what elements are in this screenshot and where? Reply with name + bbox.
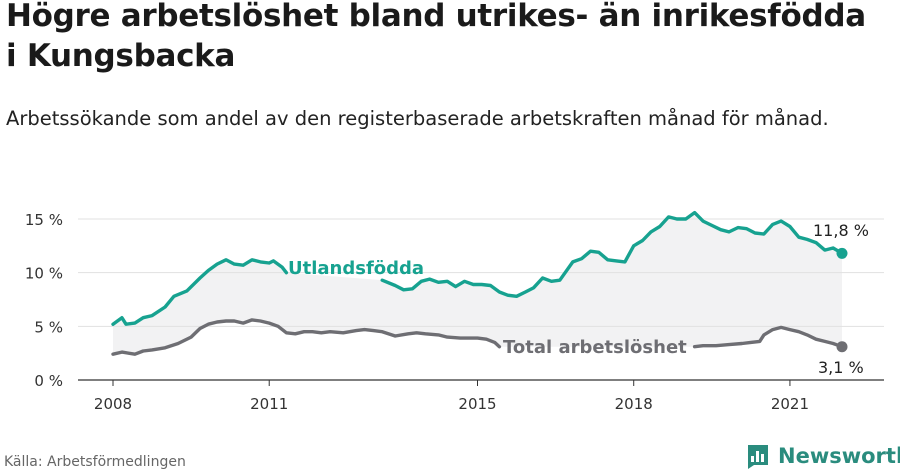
series-end-point-1 bbox=[836, 341, 848, 353]
chart-title: Högre arbetslöshet bland utrikes- än inr… bbox=[6, 0, 866, 74]
axes: 0 % 5 % 10 % 15 % 2008 2011 2015 2018 2021 bbox=[25, 211, 884, 413]
y-tick-label: 15 % bbox=[25, 211, 63, 229]
series-name-total: Total arbetslöshet bbox=[503, 337, 687, 358]
series-line-0 bbox=[380, 210, 844, 298]
x-tick-label: 2018 bbox=[615, 395, 653, 413]
gridlines bbox=[78, 218, 884, 327]
series-name-utlandsfodda: Utlandsfödda bbox=[288, 258, 424, 279]
brand-name: Newsworthy bbox=[778, 444, 900, 468]
shaded-band-layer bbox=[113, 212, 842, 355]
shaded-band bbox=[113, 212, 842, 355]
series-line-1 bbox=[111, 318, 502, 356]
y-tick-label: 0 % bbox=[34, 372, 63, 390]
series-lines bbox=[111, 210, 848, 356]
x-tick-label: 2008 bbox=[94, 395, 132, 413]
series-line-1 bbox=[692, 325, 844, 349]
x-tick-label: 2011 bbox=[250, 395, 288, 413]
y-tick-label: 10 % bbox=[25, 265, 63, 283]
end-value-label-total: 3,1 % bbox=[818, 358, 864, 377]
series-labels: Utlandsfödda Total arbetslöshet 11,8 % 3,1 … bbox=[288, 221, 869, 377]
newsworthy-logo-icon bbox=[748, 445, 768, 469]
x-tick-label: 2015 bbox=[458, 395, 496, 413]
source-note: Källa: Arbetsförmedlingen bbox=[4, 454, 186, 470]
chart-subtitle: Arbetssökande som andel av den registerb… bbox=[6, 107, 829, 130]
series-end-point-0 bbox=[836, 247, 848, 259]
end-value-label-utlandsfodda: 11,8 % bbox=[813, 221, 869, 240]
x-tick-label: 2021 bbox=[771, 395, 809, 413]
y-tick-label: 5 % bbox=[34, 318, 63, 336]
series-line-0 bbox=[111, 258, 289, 326]
brand-logo[interactable]: Newsworthy bbox=[746, 442, 900, 470]
